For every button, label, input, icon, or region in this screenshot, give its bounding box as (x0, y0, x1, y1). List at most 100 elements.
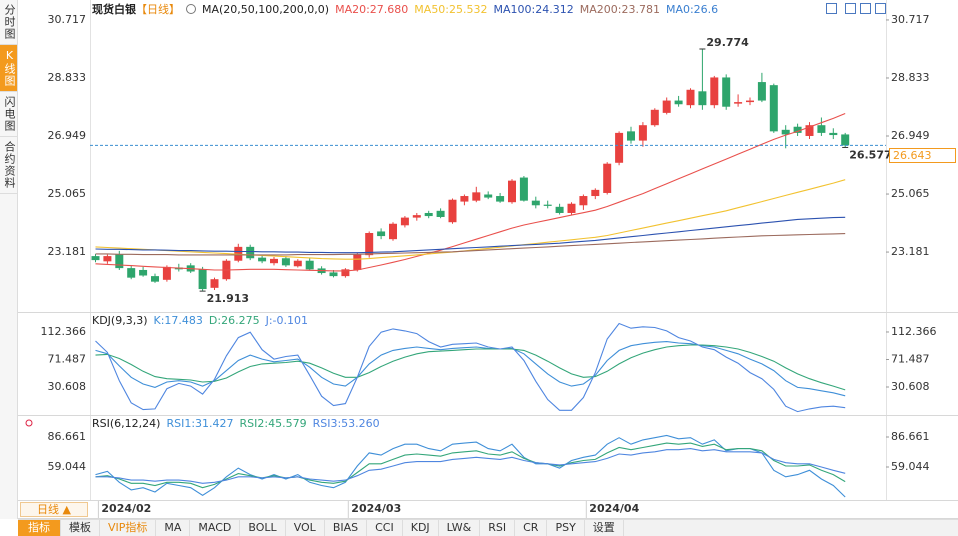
candle-body (734, 102, 743, 104)
y-tick-label: 59.044 (891, 460, 930, 473)
y-tick-label: 25.065 (48, 187, 87, 200)
candle-body (293, 260, 302, 267)
toolbar-tab[interactable]: RSI (480, 520, 516, 536)
toolbar-tab[interactable]: 设置 (585, 520, 624, 536)
legend-entry: MA200:23.781 (579, 2, 660, 16)
series-line (95, 434, 846, 498)
legend: KDJ(9,3,3) K:17.483 D:26.275 J:-0.101 (92, 314, 308, 327)
chart-title: KDJ(9,3,3) (92, 314, 148, 327)
y-tick-label: 112.366 (891, 325, 937, 338)
toolbar: 指标 模板 VIP指标 MA MACD BOLL VOL BIAS CCI KDJ LW& RSI CR… (18, 519, 958, 536)
sidebar-tab[interactable]: 分时图 (0, 0, 17, 45)
candle-body (448, 199, 457, 223)
candle-body (603, 163, 612, 193)
candle-body (412, 215, 421, 218)
series-line (95, 233, 846, 256)
candle-body (424, 212, 433, 217)
icon[interactable] (875, 3, 886, 14)
legend-entry: D:26.275 (208, 314, 260, 327)
toolbar-tab[interactable]: BOLL (240, 520, 286, 536)
toolbar-tab[interactable]: CCI (367, 520, 403, 536)
toolbar-tab[interactable]: LW& (439, 520, 481, 536)
toolbar-tab[interactable]: VOL (286, 520, 325, 536)
candle-body (103, 256, 112, 262)
candle-body (650, 109, 659, 126)
candle-body (543, 204, 552, 206)
toolbar-tab[interactable]: KDJ (403, 520, 439, 536)
series-line (95, 322, 846, 413)
icon[interactable] (860, 3, 871, 14)
toolbar-tab[interactable]: 指标 (18, 520, 61, 536)
candle-body (127, 268, 136, 278)
y-tick-label: 30.608 (48, 380, 87, 393)
candle-body (472, 192, 481, 201)
series-line (95, 216, 846, 254)
chart-title: RSI(6,12,24) (92, 417, 161, 430)
candle-body (674, 100, 683, 105)
annotation-label: 26.577 (849, 148, 891, 161)
candle-body (662, 100, 671, 113)
y-tick-label: 26.949 (891, 129, 930, 142)
candle-body (496, 196, 505, 202)
candle-body (115, 254, 124, 269)
candle-body (698, 91, 707, 106)
y-tick-label: 71.487 (891, 352, 930, 365)
candle-body (91, 256, 100, 261)
toolbar-tab[interactable]: BIAS (325, 520, 368, 536)
settings-icon[interactable] (186, 4, 196, 14)
icon[interactable] (826, 3, 837, 14)
y-tick-label: 23.181 (891, 245, 930, 258)
y-tick-label: 71.487 (48, 352, 87, 365)
candle-body (805, 125, 814, 136)
candle-body (484, 194, 493, 198)
candle-body (591, 189, 600, 197)
legend-entry: MA100:24.312 (493, 2, 574, 16)
legend-entry: RSI1:31.427 (166, 417, 234, 430)
sidebar-tab[interactable]: K线图 (0, 45, 17, 92)
legend-entry: MA0:26.6 (665, 2, 719, 16)
toolbar-tab[interactable]: MA (156, 520, 191, 536)
toolbar-tab[interactable]: PSY (547, 520, 585, 536)
x-tick-label: 2024/03 (351, 502, 401, 515)
icon[interactable] (845, 3, 856, 14)
toolbar-tab[interactable]: 模板 (61, 520, 100, 536)
candle-body (686, 89, 695, 106)
candle-body (757, 82, 766, 101)
candle-body (722, 77, 731, 107)
candle-body (436, 210, 445, 217)
period-selector[interactable]: 日线 ▲ (20, 502, 88, 517)
rsi-icon (25, 419, 33, 427)
y-tick-label: 28.833 (48, 71, 87, 84)
candle-body (555, 206, 564, 213)
sidebar-tab[interactable]: 闪电图 (0, 92, 17, 137)
last-price-label: 26.643 (889, 148, 956, 164)
sidebar-tab[interactable]: 合约资料 (0, 137, 17, 194)
candle-body (638, 125, 647, 141)
chart-subtitle: 【日线】 (136, 3, 180, 16)
toolbar-tab[interactable]: MACD (190, 520, 241, 536)
candle-body (781, 129, 790, 135)
y-tick-label: 30.608 (891, 380, 930, 393)
y-tick-label: 112.366 (41, 325, 87, 338)
x-tick-label: 2024/04 (589, 502, 639, 515)
candle-body (769, 85, 778, 132)
y-tick-label: 25.065 (891, 187, 930, 200)
legend-entry: MA50:25.532 (414, 2, 488, 16)
candle-body (615, 132, 624, 163)
x-tick-label: 2024/02 (101, 502, 151, 515)
candle-body (139, 269, 148, 276)
candle-body (817, 125, 826, 133)
candle-body (460, 196, 469, 202)
y-tick-label: 86.661 (891, 430, 930, 443)
candle-body (305, 260, 314, 270)
candle-body (508, 180, 516, 203)
annotation-label: 29.774 (706, 36, 749, 49)
toolbar-tab[interactable]: VIP指标 (100, 520, 157, 536)
toolbar-tab[interactable]: CR (515, 520, 548, 536)
y-tick-label: 59.044 (48, 460, 87, 473)
candle-body (531, 200, 540, 206)
series-line (95, 448, 846, 484)
candle-body (258, 257, 267, 262)
